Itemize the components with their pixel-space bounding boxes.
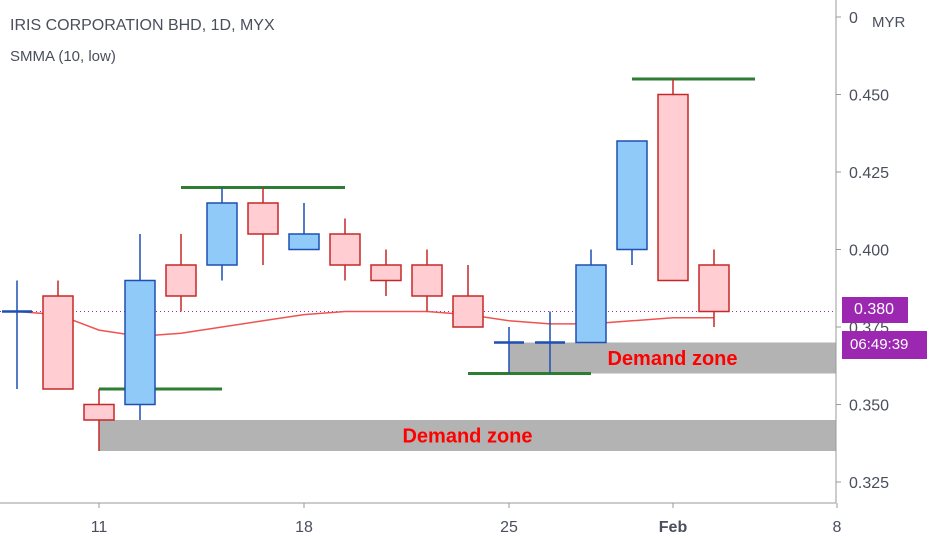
candle-body: [83, 403, 115, 421]
candle-body: [165, 264, 197, 297]
candle: [2, 280, 32, 389]
time-tick-label: 18: [295, 519, 313, 536]
candle: [494, 327, 524, 374]
candle: [535, 311, 565, 374]
candle: [83, 389, 115, 451]
price-tick-label: 0.450: [849, 88, 889, 105]
time-tick-label: Feb: [659, 519, 688, 536]
candle: [575, 249, 607, 344]
price-tick-label: 0.325: [849, 475, 889, 492]
bar-countdown-tag: 06:49:39: [842, 331, 927, 359]
candle: [411, 249, 443, 312]
candle: [329, 218, 361, 281]
candle-body: [124, 279, 156, 406]
zone-labels: Demand zone Demand zone: [402, 348, 737, 448]
current-price-tag: 0.380: [842, 297, 908, 323]
price-tick-label: 0.425: [849, 165, 889, 182]
candle: [247, 187, 279, 265]
candle-body: [247, 202, 279, 235]
candle-body: [575, 264, 607, 344]
candle: [124, 234, 156, 420]
price-tick-label: 0.400: [849, 243, 889, 260]
time-axis-ticks[interactable]: 11 18 25 Feb 8: [91, 503, 842, 536]
time-tick-label: 8: [833, 519, 842, 536]
candle-body: [657, 93, 689, 282]
candle-body: [411, 264, 443, 297]
candle: [370, 249, 402, 296]
candle-body: [616, 140, 648, 251]
candle-body: [329, 233, 361, 266]
candle-body: [206, 202, 238, 266]
candle-body: [42, 295, 74, 390]
candle-body: [452, 295, 484, 328]
demand-zone-rect: [99, 420, 836, 451]
candle: [698, 249, 730, 327]
price-tick-label: 0.350: [849, 398, 889, 415]
candle-body: [698, 264, 730, 313]
symbol-title[interactable]: IRIS CORPORATION BHD, 1D, MYX: [10, 17, 275, 34]
candle: [616, 140, 648, 265]
candle: [42, 280, 74, 390]
time-tick-label: 11: [91, 519, 108, 536]
time-tick-label: 25: [500, 519, 518, 536]
smma-line: [16, 310, 714, 338]
candle: [288, 203, 320, 251]
candles: [2, 79, 730, 451]
candle-body: [370, 264, 402, 282]
currency-label: MYR: [872, 14, 906, 31]
candle: [165, 234, 197, 312]
demand-zones: [99, 342, 836, 451]
demand-zone-label: Demand zone: [402, 426, 532, 448]
demand-zone-rect: [509, 342, 836, 374]
candle: [206, 187, 238, 281]
indicator-label[interactable]: SMMA (10, low): [10, 48, 116, 65]
candle: [657, 79, 689, 282]
candle-body: [288, 233, 320, 251]
candle: [452, 265, 484, 328]
demand-zone-label: Demand zone: [607, 348, 737, 370]
price-tick-label: 0: [849, 10, 858, 27]
